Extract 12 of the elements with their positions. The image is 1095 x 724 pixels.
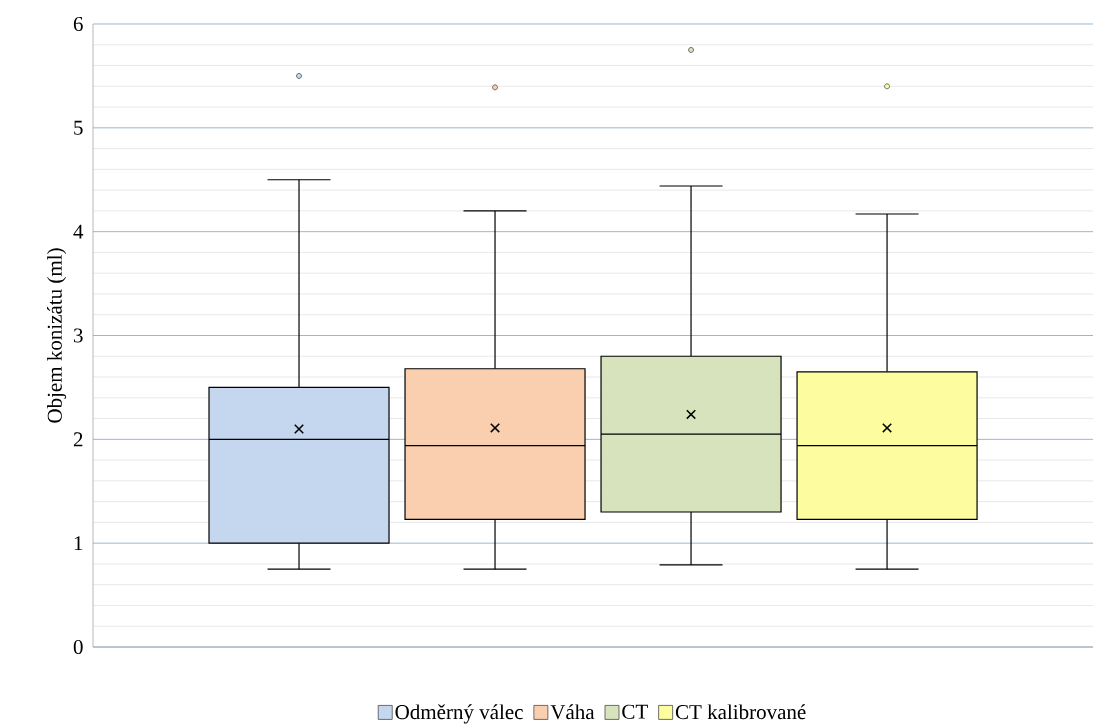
y-tick-label: 4 bbox=[73, 224, 84, 239]
legend-label: CT bbox=[622, 704, 648, 719]
legend-label: CT kalibrované bbox=[675, 704, 806, 720]
y-tick-label: 5 bbox=[74, 120, 83, 135]
y-tick-label: 6 bbox=[73, 16, 83, 32]
y-axis-title: Objem konizátu (ml) bbox=[47, 248, 67, 423]
y-tick-label: 0 bbox=[73, 639, 83, 655]
legend-label: Váha bbox=[550, 704, 595, 720]
legend-label: Odměrný válec bbox=[395, 704, 523, 724]
y-tick-label: 3 bbox=[73, 328, 83, 343]
y-tick-label: 2 bbox=[73, 432, 83, 447]
y-tick-label: 1 bbox=[74, 536, 83, 551]
